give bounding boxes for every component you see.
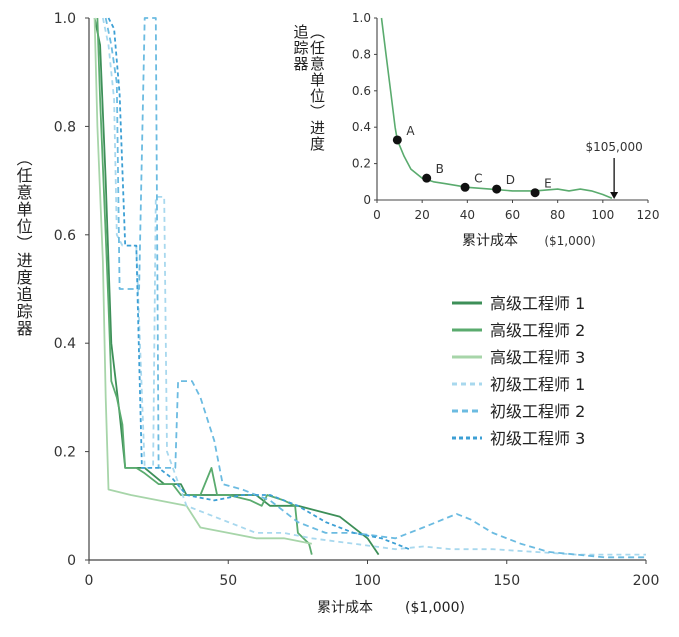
main-series-line-3 <box>93 17 312 545</box>
legend-label-4: 初级工程师 1 <box>490 375 585 394</box>
main-y-axis-title: （任意单位）进度追踪器 <box>13 150 33 337</box>
inset-x-tick-label: 20 <box>415 208 430 222</box>
inset-marker-b <box>422 173 432 183</box>
legend-label-6: 初级工程师 3 <box>490 429 585 448</box>
inset-x-tick-label: 100 <box>591 208 614 222</box>
main-series-line-4 <box>102 17 646 556</box>
main-x-tick-label: 100 <box>354 573 381 589</box>
inset-x-tick-label: 120 <box>637 208 660 222</box>
inset-marker-label-e: E <box>544 177 552 191</box>
inset-marker-c <box>460 182 470 192</box>
inset-marker-label-b: B <box>436 162 444 176</box>
legend-label-1: 高级工程师 1 <box>490 294 585 313</box>
inset-marker-label-a: A <box>406 124 415 138</box>
main-x-tick-label: 150 <box>493 573 520 589</box>
inset-y-tick-label: 0.6 <box>352 84 371 98</box>
inset-x-tick-label: 40 <box>460 208 475 222</box>
main-x-tick-label: 0 <box>85 573 94 589</box>
main-y-tick-label: 0 <box>67 553 76 569</box>
main-y-tick-label: 0.6 <box>54 228 76 244</box>
inset-marker-d <box>492 184 502 194</box>
main-series-line-1 <box>93 17 380 556</box>
inset-y-tick-label: 0.8 <box>352 47 371 61</box>
main-series-line-5 <box>104 17 646 559</box>
inset-marker-label-c: C <box>474 171 482 185</box>
legend-label-5: 初级工程师 2 <box>490 402 585 421</box>
main-x-tick-label: 200 <box>633 573 660 589</box>
inset-marker-e <box>530 188 540 198</box>
inset-marker-label-d: D <box>506 173 515 187</box>
main-x-tick-label: 50 <box>219 573 237 589</box>
inset-annotation-label: $105,000 <box>585 140 642 154</box>
inset-annotation-arrow-head <box>610 192 619 199</box>
main-x-axis-title: 累计成本 <box>317 600 373 616</box>
main-y-tick-label: 0.4 <box>54 336 76 352</box>
inset-x-tick-label: 60 <box>505 208 520 222</box>
inset-y-tick-label: 0.2 <box>352 157 371 171</box>
main-series-line-6 <box>107 17 410 551</box>
main-series-line-2 <box>96 17 313 555</box>
inset-x-axis-title: 累计成本 <box>462 233 518 249</box>
inset-series-line-1 <box>380 17 613 199</box>
inset-y-axis-title: （任意单位）进度追踪器 <box>291 24 327 152</box>
inset-x-axis-unit: ($1,000) <box>544 234 595 248</box>
main-y-tick-label: 0.2 <box>54 445 76 461</box>
main-y-tick-label: 1.0 <box>54 11 76 27</box>
legend-label-3: 高级工程师 3 <box>490 348 585 367</box>
inset-y-tick-label: 1.0 <box>352 11 371 25</box>
inset-y-tick-label: 0 <box>363 193 371 207</box>
inset-y-tick-label: 0.4 <box>352 120 371 134</box>
main-x-axis-unit: ($1,000) <box>405 600 465 616</box>
legend-label-2: 高级工程师 2 <box>490 321 585 340</box>
inset-x-tick-label: 0 <box>373 208 381 222</box>
inset-marker-a <box>392 135 402 145</box>
main-y-tick-label: 0.8 <box>54 119 76 135</box>
inset-x-tick-label: 80 <box>550 208 565 222</box>
